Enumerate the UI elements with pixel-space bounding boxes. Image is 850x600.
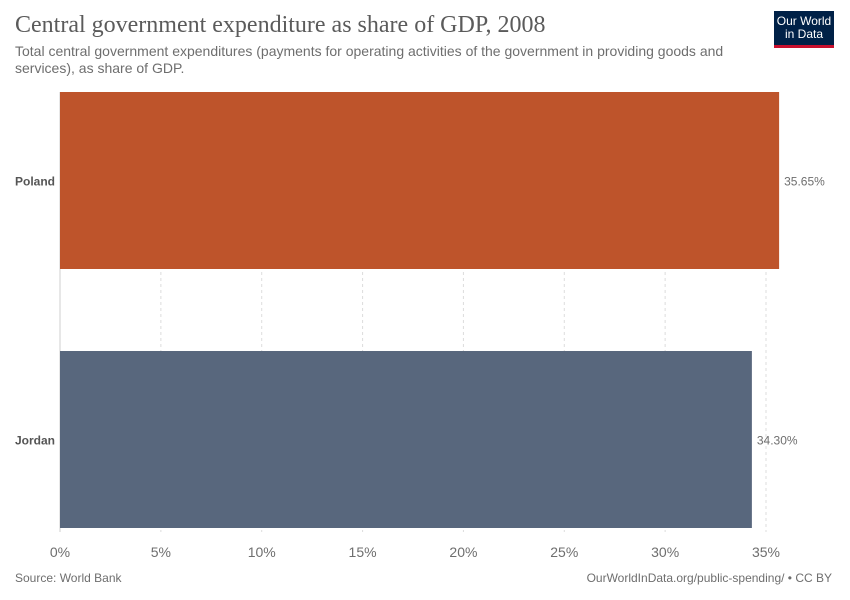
credit-link[interactable]: OurWorldInData.org/public-spending/ • CC… <box>586 571 832 585</box>
category-label: Jordan <box>15 434 55 448</box>
x-tick-label: 20% <box>449 544 477 560</box>
bar-jordan[interactable] <box>60 351 752 528</box>
value-label: 35.65% <box>784 175 825 189</box>
x-tick-label: 30% <box>651 544 679 560</box>
x-tick-label: 0% <box>50 544 70 560</box>
chart-subtitle: Total central government expenditures (p… <box>15 43 724 76</box>
chart-title: Central government expenditure as share … <box>15 12 546 38</box>
x-tick-label: 15% <box>349 544 377 560</box>
source-note[interactable]: Source: World Bank <box>15 571 122 585</box>
x-tick-label: 35% <box>752 544 780 560</box>
x-tick-label: 5% <box>151 544 171 560</box>
category-label: Poland <box>15 175 55 189</box>
value-label: 34.30% <box>757 434 798 448</box>
owid-logo[interactable]: Our World in Data <box>774 11 834 48</box>
x-tick-label: 25% <box>550 544 578 560</box>
bar-poland[interactable] <box>60 92 780 269</box>
x-tick-label: 10% <box>248 544 276 560</box>
logo-text: Our World in Data <box>776 14 832 41</box>
